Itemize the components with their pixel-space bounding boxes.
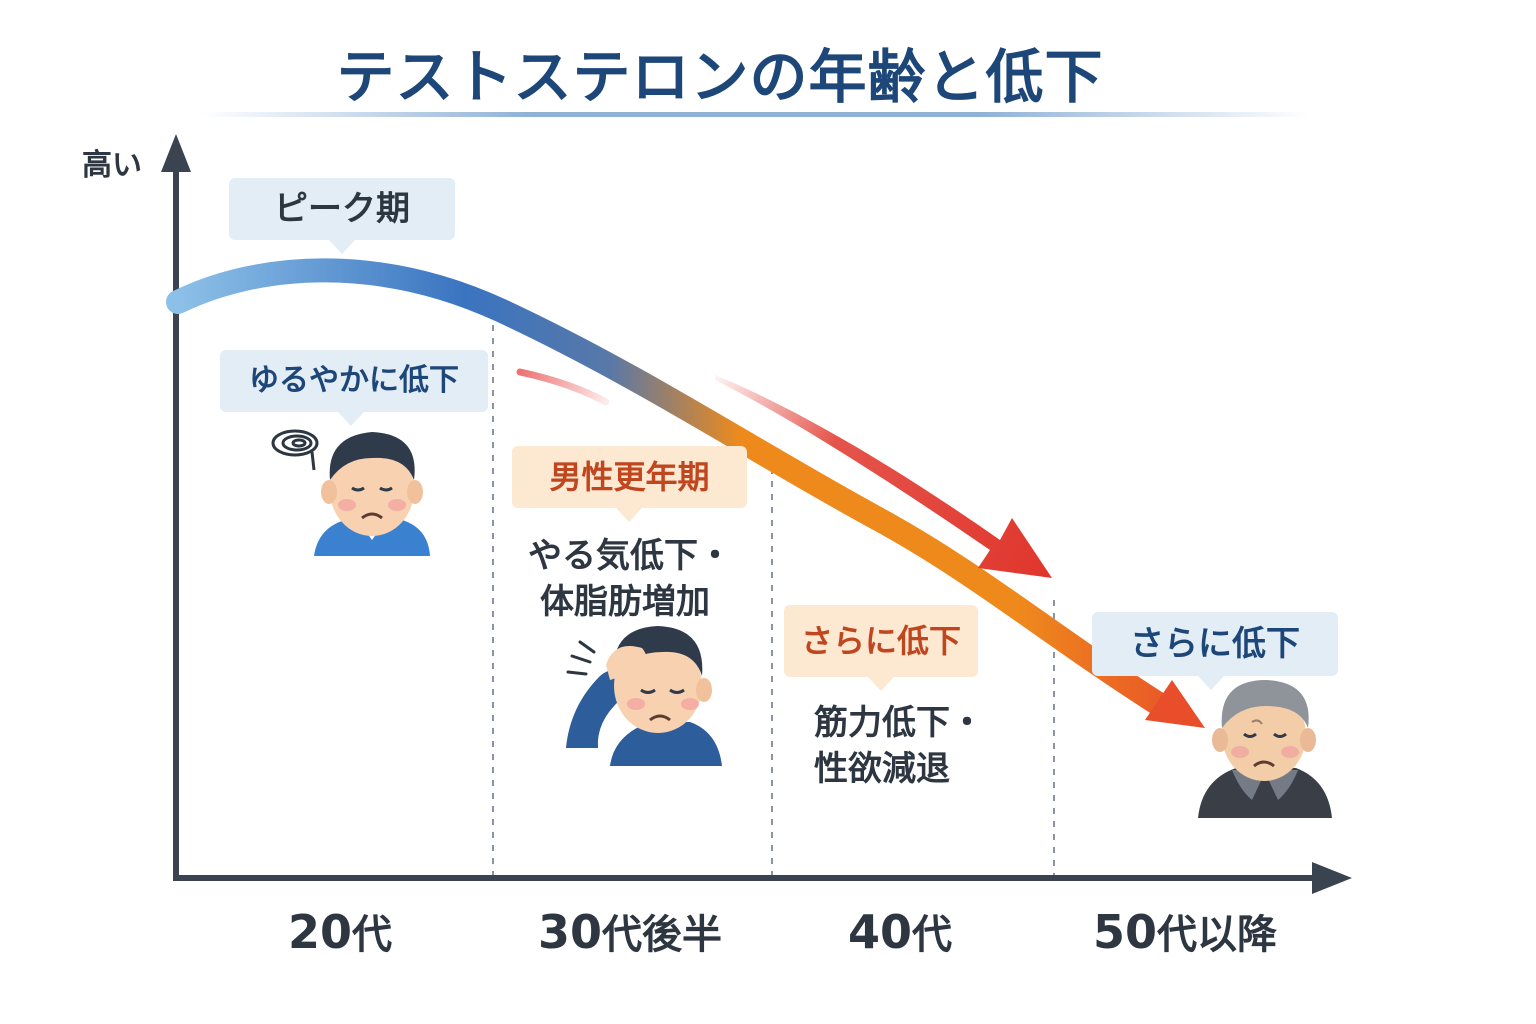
y-axis-high-label: 高い (82, 148, 142, 183)
note-late30s-line-2: 体脂肪増加 (540, 582, 710, 622)
page-title: テストステロンの年齢と低下 (336, 43, 1104, 111)
x-axis-arrowhead (1312, 862, 1352, 894)
callout-further-decline-50s: さらに低下 (1092, 612, 1338, 690)
note-40s-line-1: 筋力低下・ (814, 703, 984, 743)
note-40s-line-2: 性欲減退 (814, 749, 950, 789)
curve-arrowhead (1145, 680, 1205, 728)
note-late30s-line-1: やる気低下・ (528, 536, 732, 576)
callout-peak-label: ピーク期 (274, 189, 410, 229)
callout-gradual-label: ゆるやかに低下 (249, 363, 459, 398)
callout-andropause: 男性更年期 (512, 446, 747, 522)
x-label-40s: 40代 (847, 905, 952, 959)
y-axis-arrowhead (161, 134, 191, 172)
callout-peak: ピーク期 (229, 178, 455, 254)
red-decline-arrow (715, 375, 1052, 578)
note-40s-symptoms: 筋力低下・ 性欲減退 (814, 700, 984, 792)
callout-andropause-label: 男性更年期 (549, 458, 710, 496)
dizzy-icon (271, 429, 319, 471)
decline-accent-stroke (516, 368, 610, 406)
callout-gradual-decline: ゆるやかに低下 (220, 350, 488, 426)
man-late30s-illustration (566, 626, 722, 766)
title-underline (200, 112, 1310, 117)
x-label-50s-plus: 50代以降 (1092, 905, 1277, 959)
man-20s-illustration (314, 432, 430, 556)
x-label-late30s: 30代後半 (537, 905, 722, 959)
testosterone-curve (166, 258, 1172, 717)
stress-lines-icon (566, 640, 596, 676)
callout-further-50s-label: さらに低下 (1130, 624, 1300, 664)
callout-further-40s-label: さらに低下 (800, 622, 961, 660)
note-late30s-symptoms: やる気低下・ 体脂肪増加 (528, 533, 732, 625)
x-label-20s: 20代 (287, 905, 392, 959)
callout-further-decline-40s: さらに低下 (784, 605, 978, 691)
man-50s-illustration (1198, 680, 1332, 818)
